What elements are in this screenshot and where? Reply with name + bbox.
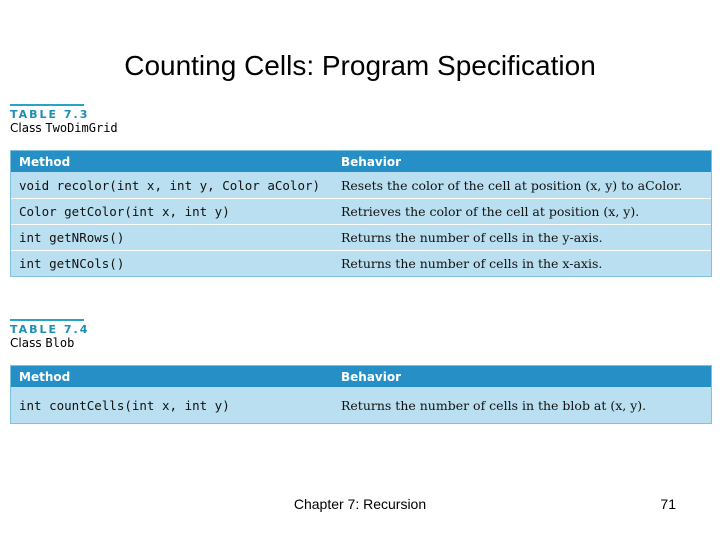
method-cell: int countCells(int x, int y) <box>19 397 230 413</box>
slide-title: Counting Cells: Program Specification <box>124 50 596 81</box>
page-number: 71 <box>660 496 676 512</box>
class-prefix: Class <box>10 336 42 350</box>
method-cell: void recolor(int x, int y, Color aColor) <box>19 177 321 193</box>
table-row: void recolor(int x, int y, Color aColor)… <box>11 172 711 198</box>
table-class-label: Class TwoDimGrid <box>10 121 118 136</box>
caption-rule <box>10 319 84 321</box>
table-twodimgrid: Method Behavior void recolor(int x, int … <box>10 150 712 277</box>
method-cell: int getNRows() <box>19 230 125 245</box>
table-row: int getNCols() Returns the number of cel… <box>11 250 711 276</box>
table-row: int getNRows() Returns the number of cel… <box>11 224 711 250</box>
table-number: TABLE 7.4 <box>10 323 90 336</box>
method-cell: int getNCols() <box>19 256 125 271</box>
table-header-row: Method Behavior <box>11 151 711 172</box>
table-row: int countCells(int x, int y) Returns the… <box>11 387 711 423</box>
behavior-cell: Returns the number of cells in the y-axi… <box>341 230 603 245</box>
header-method: Method <box>19 369 71 384</box>
table-row: Color getColor(int x, int y) Retrieves t… <box>11 198 711 224</box>
table-blob: Method Behavior int countCells(int x, in… <box>10 365 712 424</box>
behavior-cell: Returns the number of cells in the blob … <box>341 397 647 413</box>
class-name: TwoDimGrid <box>45 121 118 135</box>
header-method: Method <box>19 154 71 169</box>
table-header-row: Method Behavior <box>11 366 711 387</box>
method-cell: Color getColor(int x, int y) <box>19 204 230 219</box>
table-7-4-caption: TABLE 7.4 Class Blob <box>10 319 89 351</box>
behavior-cell: Retrieves the color of the cell at posit… <box>341 204 640 219</box>
slide-footer: Chapter 7: Recursion <box>293 496 427 512</box>
class-prefix: Class <box>10 121 42 135</box>
table-number: TABLE 7.3 <box>10 108 90 121</box>
class-name: Blob <box>45 336 75 350</box>
caption-rule <box>10 104 84 106</box>
header-behavior: Behavior <box>341 369 402 384</box>
table-7-3-caption: TABLE 7.3 Class TwoDimGrid <box>10 104 118 136</box>
behavior-cell: Resets the color of the cell at position… <box>341 177 683 193</box>
header-behavior: Behavior <box>341 154 402 169</box>
behavior-cell: Returns the number of cells in the x-axi… <box>341 256 603 271</box>
table-class-label: Class Blob <box>10 336 89 351</box>
